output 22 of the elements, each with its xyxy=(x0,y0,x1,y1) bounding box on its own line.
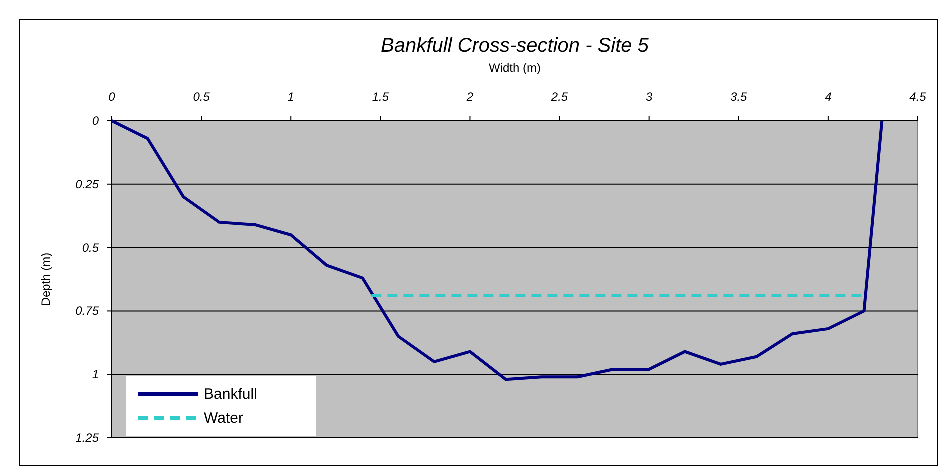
x-tick-label: 0 xyxy=(108,90,116,104)
y-tick-label: 0.5 xyxy=(82,240,100,255)
legend-label: Water xyxy=(204,410,244,427)
x-tick-label: 2.5 xyxy=(550,90,568,104)
x-tick-label: 0.5 xyxy=(193,90,210,104)
line-series xyxy=(110,120,884,382)
x-tick-label: 3.5 xyxy=(730,90,748,104)
y-axis-title: Depth (m) xyxy=(39,252,53,306)
chart-title: Bankfull Cross-section - Site 5 xyxy=(381,35,650,57)
x-tick-label: 4 xyxy=(825,90,832,104)
x-tick-label: 1 xyxy=(288,90,294,104)
x-tick-label: 2 xyxy=(466,90,474,104)
legend-label: Bankfull xyxy=(204,386,258,403)
x-tick-label: 4.5 xyxy=(910,90,927,104)
y-tick-label: 0 xyxy=(92,114,100,128)
y-tick-label: 1 xyxy=(92,368,99,382)
y-tick-label: 0.25 xyxy=(76,177,100,192)
x-axis-title: Width (m) xyxy=(489,61,541,75)
x-tick-label: 3 xyxy=(646,90,653,104)
y-tick-label: 0.75 xyxy=(76,304,100,318)
y-tick-label: 1.25 xyxy=(76,431,100,445)
x-tick-label: 1.5 xyxy=(372,90,390,104)
